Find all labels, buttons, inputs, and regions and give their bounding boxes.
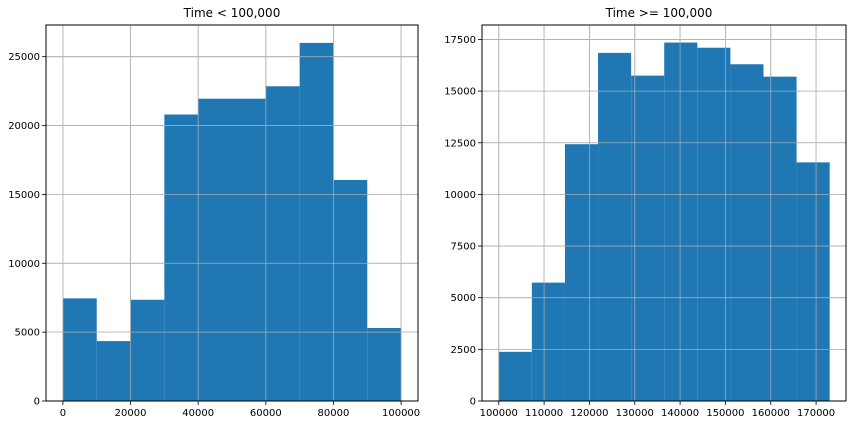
y-ticks-right: 0 2500 5000 7500 10000 12500 15000 17500 xyxy=(444,35,482,408)
x-tick-label: 140000 xyxy=(661,408,699,419)
y-tick-label: 0 xyxy=(470,397,476,408)
histogram-bar xyxy=(299,42,334,402)
x-tick-label: 0 xyxy=(60,408,66,419)
x-tick-label: 20000 xyxy=(115,408,147,419)
x-tick-label: 40000 xyxy=(182,408,214,419)
y-ticks-left: 0 5000 10000 15000 20000 25000 xyxy=(8,52,46,408)
histogram-left: Time < 100,000 0 20000 40000 60000 80000 1000… xyxy=(8,6,420,419)
y-tick-label: 0 xyxy=(34,397,40,408)
y-tick-label: 25000 xyxy=(8,52,40,63)
y-tick-label: 2500 xyxy=(451,345,476,356)
histogram-bar xyxy=(730,64,764,401)
x-ticks-left: 0 20000 40000 60000 80000 100000 xyxy=(60,401,420,419)
axes-frame-left xyxy=(45,24,419,402)
x-tick-label: 130000 xyxy=(616,408,654,419)
histogram-bar xyxy=(232,98,266,401)
histogram-bar xyxy=(367,328,402,401)
x-tick-label: 110000 xyxy=(525,408,563,419)
x-tick-label: 160000 xyxy=(752,408,790,419)
x-tick-label: 120000 xyxy=(570,408,608,419)
histogram-bar xyxy=(564,144,599,401)
y-tick-label: 17500 xyxy=(444,35,476,46)
x-tick-label: 60000 xyxy=(250,408,282,419)
y-tick-label: 5000 xyxy=(451,293,476,304)
y-tick-label: 15000 xyxy=(444,87,476,98)
histogram-bar xyxy=(531,282,565,401)
histogram-bar xyxy=(598,52,632,402)
x-ticks-right: 100000 110000 120000 130000 140000 150000 1600… xyxy=(480,401,835,419)
y-tick-label: 12500 xyxy=(444,138,476,149)
histogram-bar xyxy=(498,351,532,401)
histogram-bar xyxy=(164,114,199,402)
histogram-bar xyxy=(130,299,165,401)
axes-frame-right xyxy=(481,24,847,402)
histogram-bar xyxy=(333,179,368,401)
histogram-bar xyxy=(198,98,232,401)
x-tick-label: 150000 xyxy=(706,408,744,419)
histogram-bar xyxy=(796,162,830,401)
x-tick-label: 80000 xyxy=(318,408,350,419)
histogram-bar xyxy=(265,86,300,402)
y-tick-label: 7500 xyxy=(451,242,476,253)
histogram-right: Time >= 100,000 100000 110000 120000 130000… xyxy=(444,6,847,419)
y-tick-label: 10000 xyxy=(444,190,476,201)
y-tick-label: 10000 xyxy=(8,259,40,270)
x-tick-label: 100000 xyxy=(382,408,420,419)
histogram-bar xyxy=(96,341,131,401)
histogram-bar xyxy=(697,47,731,401)
bars-left xyxy=(46,25,418,402)
bars-right xyxy=(482,25,846,402)
histogram-bar xyxy=(664,42,698,402)
histogram-bar xyxy=(763,76,797,402)
y-tick-label: 20000 xyxy=(8,121,40,132)
histogram-bar xyxy=(62,298,97,401)
y-tick-label: 15000 xyxy=(8,190,40,201)
x-tick-label: 170000 xyxy=(797,408,835,419)
chart-title-left: Time < 100,000 xyxy=(183,6,281,20)
histogram-bar xyxy=(631,75,665,401)
y-tick-label: 5000 xyxy=(15,328,40,339)
chart-title-right: Time >= 100,000 xyxy=(605,6,713,20)
x-tick-label: 100000 xyxy=(480,408,518,419)
